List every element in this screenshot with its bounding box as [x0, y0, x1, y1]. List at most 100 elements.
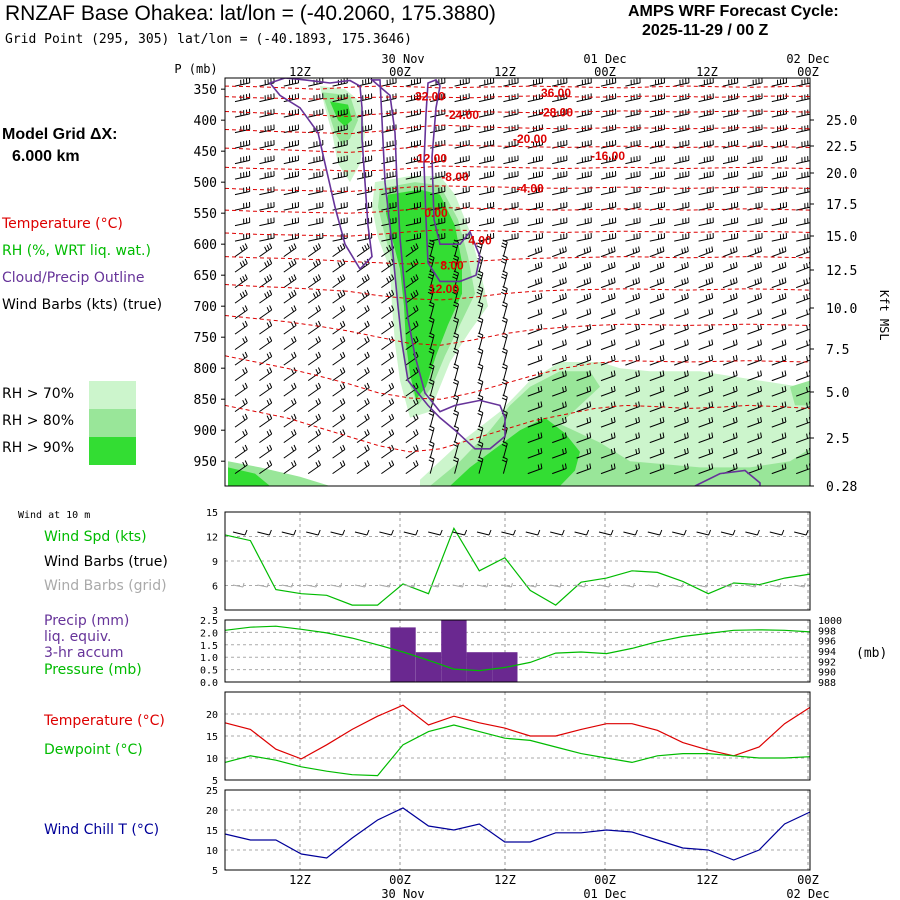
wind-barb: [259, 243, 273, 258]
wind-barb: [307, 258, 321, 273]
wind-barb: [234, 78, 251, 87]
wind-barb: [454, 170, 470, 180]
wind-barb: [332, 460, 346, 475]
temperature-contour: [225, 165, 810, 172]
wind-barb: [259, 320, 273, 335]
wind-barb: [454, 93, 470, 103]
pressure-tick-label: 988: [818, 678, 836, 689]
wind-barb: [259, 382, 273, 397]
wind-barb: [452, 255, 459, 273]
wind-barb-10m: [745, 529, 760, 536]
wind-barbs-grid-10m: [232, 582, 806, 588]
wind-barb: [771, 463, 787, 475]
wind-barb: [501, 317, 508, 335]
wind-barb: [405, 139, 421, 149]
wind-barb: [259, 93, 275, 103]
wind-barb: [381, 186, 397, 196]
temperature-contour-label: 4.00: [468, 233, 492, 247]
wind-barb-grid: [525, 582, 538, 588]
bottom-hour-label: 12Z: [696, 873, 718, 887]
wind-barb: [771, 323, 787, 335]
wind-barb: [283, 232, 299, 242]
wind-barb: [332, 186, 348, 196]
wind-barb: [796, 140, 810, 149]
wind-barb: [356, 429, 370, 444]
wind-barbs-10m: [232, 529, 809, 536]
precip-panel-frame: [224, 619, 811, 683]
wind-barb: [356, 305, 370, 320]
wind-barb: [649, 186, 665, 196]
bottom-hour-label: 12Z: [289, 873, 311, 887]
wind-barb-10m: [672, 529, 687, 536]
wind-barb: [722, 385, 738, 397]
wind-barb: [356, 320, 370, 335]
precip-tick-label: 1.5: [200, 641, 218, 652]
wind-barb: [527, 277, 543, 289]
wind-barb: [332, 351, 346, 366]
wind-barb: [747, 447, 762, 459]
wind-barb: [771, 277, 787, 289]
wind-barb: [405, 320, 419, 335]
legend-rh: RH (%, WRT liq. wat.): [2, 243, 151, 259]
wind-barb: [428, 410, 435, 428]
wind-barb: [674, 232, 690, 242]
wind-barb-grid: [672, 582, 684, 588]
wind-barb: [283, 444, 297, 459]
wind-barb: [600, 385, 616, 397]
wind-barb: [796, 261, 810, 273]
wind-barb: [452, 239, 459, 257]
wind-barb: [332, 336, 346, 351]
wind-barb: [427, 255, 435, 273]
wind-barb: [722, 416, 738, 428]
wind-barb-grid: [330, 582, 343, 588]
wind-barb: [478, 217, 495, 227]
wind-barb: [771, 385, 787, 397]
legend-wind-chill: Wind Chill T (°C): [44, 822, 160, 838]
wind-barb: [478, 186, 495, 196]
wind-barb: [674, 323, 689, 335]
pressure-tick-label: 350: [194, 83, 217, 98]
wind-barb: [307, 289, 321, 304]
wind-barb: [356, 382, 370, 397]
wind-barb: [576, 385, 592, 397]
pressure-tick-label: 400: [194, 114, 217, 129]
wind-barb: [576, 354, 592, 366]
wind-barb: [478, 108, 495, 118]
wind-barb: [698, 292, 714, 304]
wind-barb: [796, 370, 810, 382]
wind-barb: [747, 354, 762, 366]
wind-barb: [649, 308, 665, 320]
wind-barb: [428, 348, 435, 366]
wind-barb: [283, 155, 299, 165]
wind-chill-line: [224, 807, 811, 861]
wind-barb: [600, 308, 616, 320]
wind-barb: [430, 201, 446, 211]
bottom-date-label: 02 Dec: [786, 887, 829, 900]
wind-barb-10m: [598, 529, 614, 536]
wind-barb: [527, 217, 543, 227]
wind-barb: [747, 232, 763, 242]
wind-barb: [234, 460, 248, 475]
wind-barb: [430, 170, 446, 180]
legend-temperature: Temperature (°C): [2, 216, 123, 232]
wind-barb: [796, 94, 810, 103]
wind-barb: [283, 93, 299, 103]
wind-barb: [428, 456, 435, 474]
wind-barb: [527, 292, 543, 304]
wind-barb: [771, 186, 787, 196]
wind-barb: [576, 277, 592, 289]
wind-barb: [428, 379, 435, 397]
wind-barb: [332, 382, 346, 397]
height-tick-label: 22.5: [826, 140, 857, 155]
top-hour-label: 12Z: [494, 65, 516, 79]
wind-barb: [454, 155, 470, 165]
wind-barb: [405, 289, 419, 304]
wind-barb: [234, 124, 251, 134]
wind-barb: [503, 78, 519, 87]
wind-barb: [722, 155, 739, 165]
wind-barb: [234, 170, 251, 180]
wind-barb: [698, 246, 714, 258]
wind-barb: [552, 277, 567, 289]
wind-barb: [405, 78, 421, 87]
wind-barb: [698, 155, 714, 165]
